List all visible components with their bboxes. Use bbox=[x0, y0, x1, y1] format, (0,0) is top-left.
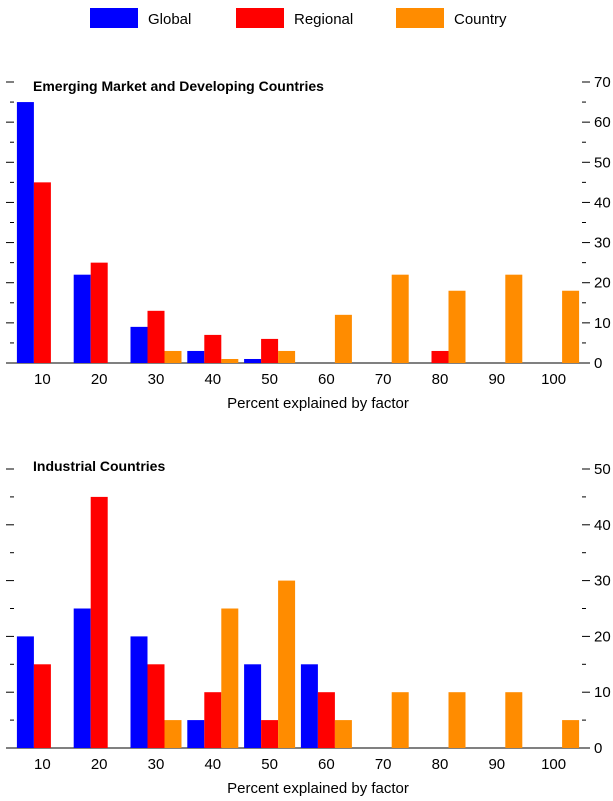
bar-country-40 bbox=[221, 608, 239, 748]
chart-title: Emerging Market and Developing Countries bbox=[33, 78, 324, 94]
legend-swatch-country bbox=[396, 8, 444, 28]
y-tick-label: 10 bbox=[594, 315, 611, 332]
y-tick-label: 10 bbox=[594, 684, 611, 701]
y-tick-label: 70 bbox=[594, 74, 611, 91]
x-tick-label: 60 bbox=[318, 371, 335, 388]
bar-global-20 bbox=[73, 274, 91, 363]
x-tick-label: 60 bbox=[318, 756, 335, 773]
bar-country-60 bbox=[334, 314, 352, 363]
bar-global-40 bbox=[187, 350, 205, 363]
x-tick-label: 10 bbox=[34, 756, 51, 773]
x-tick-label: 40 bbox=[204, 371, 221, 388]
bar-regional-10 bbox=[33, 664, 51, 748]
x-axis-title: Percent explained by factor bbox=[227, 395, 409, 412]
y-tick-label: 50 bbox=[594, 461, 611, 478]
chart-title: Industrial Countries bbox=[33, 458, 165, 474]
x-tick-label: 90 bbox=[488, 371, 505, 388]
chart-panel-emerging-markets: Emerging Market and Developing Countries… bbox=[6, 74, 611, 412]
bar-regional-40 bbox=[204, 692, 222, 748]
bar-regional-20 bbox=[90, 262, 108, 363]
x-tick-label: 20 bbox=[91, 756, 108, 773]
bar-global-30 bbox=[130, 326, 148, 363]
y-tick-label: 0 bbox=[594, 355, 602, 372]
legend: Global Regional Country bbox=[90, 8, 507, 28]
bar-global-20 bbox=[73, 608, 91, 748]
bar-country-90 bbox=[505, 692, 523, 748]
x-tick-label: 30 bbox=[148, 756, 165, 773]
bar-regional-50 bbox=[261, 720, 279, 748]
bar-country-30 bbox=[164, 720, 182, 748]
x-tick-label: 30 bbox=[148, 371, 165, 388]
legend-swatch-global bbox=[90, 8, 138, 28]
y-tick-label: 40 bbox=[594, 517, 611, 534]
x-tick-label: 80 bbox=[432, 371, 449, 388]
bar-regional-20 bbox=[90, 496, 108, 748]
bar-country-100 bbox=[562, 720, 580, 748]
bar-global-50 bbox=[244, 358, 262, 363]
bar-global-10 bbox=[16, 636, 34, 748]
x-tick-label: 10 bbox=[34, 371, 51, 388]
bar-country-80 bbox=[448, 290, 466, 363]
x-tick-label: 40 bbox=[204, 756, 221, 773]
bar-regional-80 bbox=[431, 350, 449, 363]
bar-global-30 bbox=[130, 636, 148, 748]
y-tick-label: 40 bbox=[594, 194, 611, 211]
y-tick-label: 20 bbox=[594, 628, 611, 645]
bar-country-40 bbox=[221, 358, 239, 363]
bar-global-60 bbox=[300, 664, 318, 748]
bar-regional-10 bbox=[33, 182, 51, 363]
chart-panel-industrial-countries: Industrial Countries 0 10 20 30 40 50 10 20 30 40 5… bbox=[6, 458, 611, 797]
bar-global-50 bbox=[244, 664, 262, 748]
bar-country-90 bbox=[505, 274, 523, 363]
bar-regional-30 bbox=[147, 310, 165, 363]
bar-country-30 bbox=[164, 350, 182, 363]
bar-regional-40 bbox=[204, 334, 222, 363]
x-tick-label: 20 bbox=[91, 371, 108, 388]
y-tick-label: 50 bbox=[594, 154, 611, 171]
bar-country-50 bbox=[278, 350, 296, 363]
bar-regional-60 bbox=[317, 692, 335, 748]
bar-country-80 bbox=[448, 692, 466, 748]
x-tick-label: 50 bbox=[261, 371, 278, 388]
y-tick-label: 30 bbox=[594, 235, 611, 252]
bar-regional-30 bbox=[147, 664, 165, 748]
bar-global-40 bbox=[187, 720, 205, 748]
x-tick-label: 70 bbox=[375, 756, 392, 773]
legend-label-country: Country bbox=[454, 11, 507, 28]
bar-country-60 bbox=[334, 720, 352, 748]
x-tick-label: 70 bbox=[375, 371, 392, 388]
x-tick-label: 100 bbox=[541, 756, 566, 773]
y-tick-label: 30 bbox=[594, 573, 611, 590]
bar-regional-50 bbox=[261, 338, 279, 363]
x-tick-label: 80 bbox=[432, 756, 449, 773]
y-tick-label: 60 bbox=[594, 114, 611, 131]
x-tick-label: 100 bbox=[541, 371, 566, 388]
bar-country-70 bbox=[391, 274, 409, 363]
x-tick-label: 90 bbox=[488, 756, 505, 773]
bar-country-100 bbox=[562, 290, 580, 363]
bar-country-70 bbox=[391, 692, 409, 748]
x-axis-title: Percent explained by factor bbox=[227, 780, 409, 797]
y-tick-label: 20 bbox=[594, 275, 611, 292]
legend-label-global: Global bbox=[148, 11, 191, 28]
bar-country-50 bbox=[278, 580, 296, 748]
x-tick-label: 50 bbox=[261, 756, 278, 773]
y-tick-label: 0 bbox=[594, 740, 602, 757]
bar-global-10 bbox=[16, 102, 34, 364]
legend-swatch-regional bbox=[236, 8, 284, 28]
legend-label-regional: Regional bbox=[294, 11, 353, 28]
